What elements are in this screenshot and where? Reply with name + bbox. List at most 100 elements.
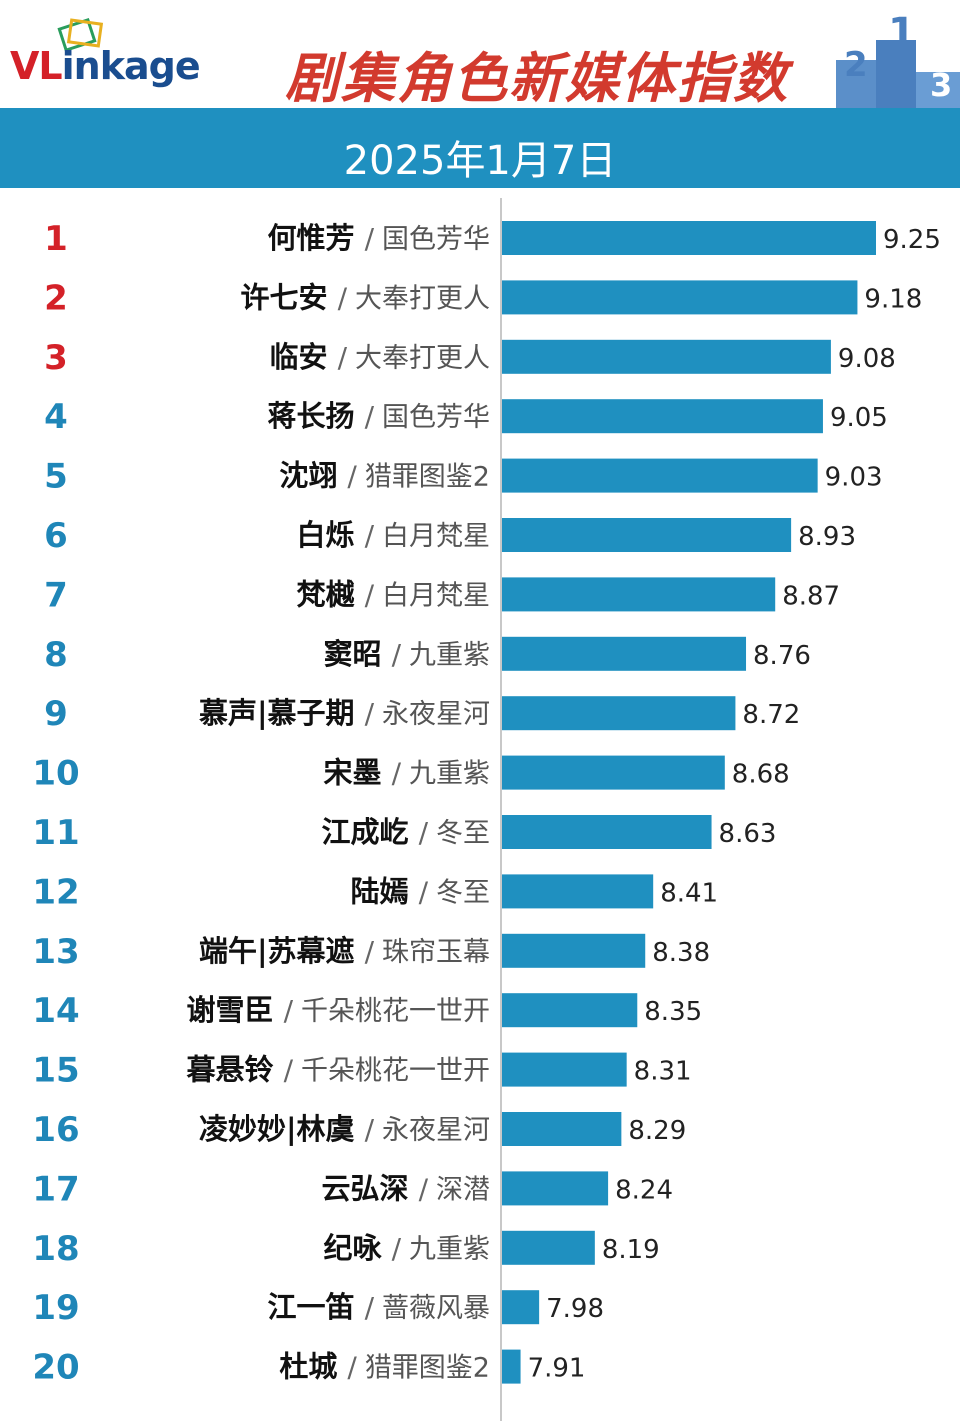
value-label: 7.98 [546,1294,604,1324]
category-label: 临安 / 大奉打更人 [270,340,490,374]
show-name: 大奉打更人 [355,283,490,314]
character-name: 江成屹 [322,815,409,849]
category-label: 窦昭 / 九重紫 [324,637,490,671]
bar [502,280,858,315]
show-name: 冬至 [436,877,490,908]
separator: / [347,460,357,493]
value-label: 8.72 [742,700,800,730]
rank-label: 7 [44,575,68,615]
category-label: 何惟芳 / 国色芳华 [268,221,490,255]
character-name: 陆嫣 [351,874,409,908]
category-label: 慕声|慕子期 / 永夜星河 [199,696,490,730]
rank-label: 8 [44,635,68,675]
value-label: 8.24 [615,1175,673,1205]
rank-label: 1 [44,219,68,259]
axis-line [500,198,502,1421]
rank-label: 16 [32,1110,79,1150]
character-name: 何惟芳 [268,221,355,255]
character-name: 杜城 [279,1350,337,1384]
podium-icon: 2 1 3 [836,12,960,108]
rank-label: 15 [32,1051,79,1091]
rank-label: 9 [44,694,68,734]
category-label: 暮悬铃 / 千朵桃花一世开 [187,1053,490,1087]
bar [502,221,876,255]
character-name: 纪咏 [324,1231,383,1265]
separator: / [365,519,375,552]
logo-vl: VL [10,44,63,88]
bar [502,458,818,493]
value-label: 7.91 [528,1354,586,1384]
date-banner [0,108,960,188]
show-name: 九重紫 [409,759,490,790]
value-label: 8.38 [652,938,710,968]
value-label: 9.03 [825,463,883,493]
separator: / [419,875,429,908]
logo-mark-icon [57,18,104,52]
value-label: 8.68 [732,760,790,790]
show-name: 蔷薇风暴 [382,1293,490,1324]
separator: / [365,935,375,968]
category-label: 宋墨 / 九重紫 [324,756,490,790]
value-label: 9.08 [838,344,896,374]
separator: / [284,1054,294,1087]
podium-label-1: 1 [888,12,916,56]
character-name: 慕声|慕子期 [199,696,355,730]
show-name: 永夜星河 [382,1115,490,1146]
rank-label: 6 [44,516,68,556]
character-name: 谢雪臣 [187,993,274,1027]
bar [502,815,712,849]
show-name: 国色芳华 [382,224,490,255]
separator: / [365,578,375,611]
category-label: 云弘深 / 深潜 [322,1171,490,1205]
category-label: 凌妙妙|林虞 / 永夜星河 [199,1112,490,1146]
character-name: 梵樾 [297,577,356,611]
bar [502,339,831,374]
category-label: 白烁 / 白月梵星 [297,518,490,552]
rank-label: 2 [44,278,68,318]
character-name: 窦昭 [324,637,382,671]
rank-label: 20 [32,1348,79,1388]
separator: / [419,816,429,849]
show-name: 千朵桃花一世开 [301,996,490,1027]
category-label: 沈翊 / 猎罪图鉴2 [279,459,490,493]
category-label: 端午|苏幕遮 / 珠帘玉幕 [199,934,490,968]
value-label: 8.63 [719,819,777,849]
character-name: 暮悬铃 [187,1053,274,1087]
value-label: 8.41 [660,878,718,908]
show-name: 大奉打更人 [355,343,490,374]
date-label: 2025年1月7日 [343,138,617,184]
category-label: 江一笛 / 蔷薇风暴 [268,1290,490,1324]
rank-label: 5 [44,457,68,497]
value-label: 8.31 [634,1057,692,1087]
category-label: 谢雪臣 / 千朵桃花一世开 [187,993,490,1027]
character-name: 江一笛 [268,1290,355,1324]
separator: / [365,697,375,730]
value-label: 8.19 [602,1235,660,1265]
rank-label: 4 [44,397,68,437]
show-name: 千朵桃花一世开 [301,1056,490,1087]
character-name: 凌妙妙|林虞 [199,1112,355,1146]
rank-label: 12 [32,872,79,912]
character-name: 白烁 [297,518,355,552]
rank-label: 11 [32,813,79,853]
separator: / [338,341,348,374]
separator: / [365,400,375,433]
value-label: 9.05 [830,403,888,433]
bar [502,1112,622,1146]
rank-label: 3 [44,338,68,378]
separator: / [419,1172,429,1205]
rank-label: 14 [32,991,79,1031]
separator: / [392,757,402,790]
bar [502,399,823,434]
bar [502,755,725,790]
separator: / [365,222,375,255]
category-label: 江成屹 / 冬至 [322,815,490,849]
bar [502,933,646,968]
value-label: 8.93 [798,522,856,552]
bar [502,1349,521,1384]
bar [502,874,654,909]
separator: / [338,281,348,314]
bar [502,518,792,552]
value-label: 8.87 [782,581,840,611]
show-name: 猎罪图鉴2 [365,462,490,493]
